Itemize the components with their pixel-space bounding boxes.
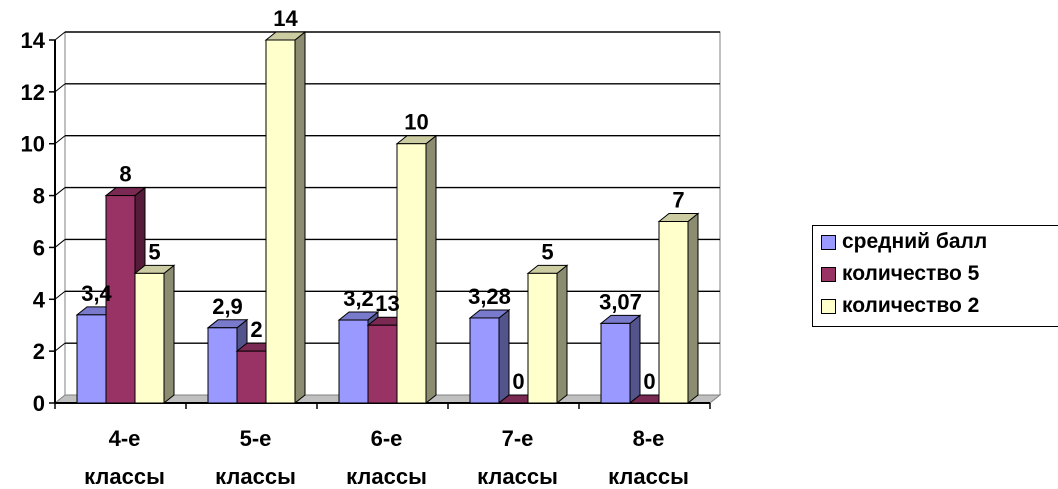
legend-item-count-5: количество 5 bbox=[821, 262, 979, 286]
bar-front bbox=[76, 314, 107, 404]
x-tick-label: классы bbox=[477, 464, 558, 489]
x-tick-label: 7-е bbox=[502, 426, 534, 451]
legend-label: количество 2 bbox=[842, 294, 980, 317]
data-label: 13 bbox=[375, 291, 399, 316]
x-tick-label: классы bbox=[608, 464, 689, 489]
data-label: 5 bbox=[148, 239, 160, 264]
x-tick-label: 5-е bbox=[240, 426, 272, 451]
y-tick-label: 12 bbox=[21, 80, 45, 105]
data-label: 3,2 bbox=[343, 286, 374, 311]
data-label: 3,28 bbox=[468, 284, 511, 309]
gridline-side bbox=[54, 31, 66, 41]
bar-side bbox=[498, 308, 510, 405]
bar-front bbox=[236, 350, 267, 404]
legend-item-count-2: количество 2 bbox=[821, 294, 979, 318]
bars bbox=[75, 30, 700, 405]
bar-side bbox=[556, 264, 568, 405]
bar-front bbox=[338, 319, 369, 404]
data-label: 7 bbox=[672, 188, 684, 213]
gridlines bbox=[54, 31, 720, 352]
bar-front bbox=[469, 317, 500, 404]
bar-front bbox=[600, 322, 631, 404]
bar-side bbox=[629, 314, 641, 405]
data-label: 2 bbox=[250, 317, 262, 342]
data-label: 0 bbox=[643, 369, 655, 394]
data-label: 10 bbox=[404, 110, 428, 135]
legend-swatch bbox=[821, 298, 836, 314]
gridline-side bbox=[54, 239, 66, 248]
data-label: 3,07 bbox=[599, 289, 642, 314]
y-tick-label: 10 bbox=[21, 132, 45, 157]
bar-front bbox=[367, 324, 398, 404]
y-tick-label: 14 bbox=[21, 28, 46, 53]
x-tick-label: классы bbox=[84, 464, 165, 489]
bar bbox=[526, 264, 569, 405]
bar-front bbox=[265, 39, 296, 404]
bar-front bbox=[207, 327, 238, 404]
legend: средний балл количество 5 количество 2 bbox=[812, 225, 1058, 327]
y-tick-label: 0 bbox=[33, 391, 45, 416]
data-label: 2,9 bbox=[212, 294, 243, 319]
x-tick-label: 6-е bbox=[371, 426, 403, 451]
bar bbox=[599, 314, 642, 405]
gridline-side bbox=[54, 83, 66, 93]
gridline-side bbox=[54, 135, 66, 145]
bar-side bbox=[294, 30, 306, 405]
gridline-side bbox=[54, 187, 66, 196]
data-label: 3,4 bbox=[81, 281, 112, 306]
y-tick-label: 8 bbox=[33, 184, 45, 209]
bar bbox=[395, 134, 438, 405]
gridline-side bbox=[54, 342, 66, 352]
bar-front bbox=[658, 221, 689, 404]
legend-item-average: средний балл bbox=[821, 230, 987, 254]
x-tick-label: классы bbox=[346, 464, 427, 489]
bar bbox=[468, 308, 511, 405]
bar-side bbox=[163, 264, 175, 405]
bar-front bbox=[105, 195, 136, 404]
gridline-side bbox=[54, 290, 66, 300]
data-label: 5 bbox=[541, 239, 553, 264]
bar-side bbox=[687, 212, 699, 405]
data-label: 0 bbox=[512, 369, 524, 394]
bar bbox=[133, 264, 176, 405]
data-label: 14 bbox=[273, 6, 298, 31]
bar-side bbox=[425, 134, 437, 405]
legend-swatch bbox=[821, 234, 836, 250]
bar bbox=[264, 30, 307, 405]
x-tick-label: 4-е bbox=[109, 426, 141, 451]
legend-label: средний балл bbox=[842, 230, 988, 253]
x-tick-label: классы bbox=[215, 464, 296, 489]
y-tick-label: 6 bbox=[33, 235, 45, 260]
y-tick-label: 2 bbox=[33, 339, 45, 364]
y-tick-label: 4 bbox=[33, 287, 46, 312]
legend-swatch bbox=[821, 266, 836, 282]
bar bbox=[657, 212, 700, 405]
x-tick-label: 8-е bbox=[633, 426, 665, 451]
bar-front bbox=[527, 272, 558, 404]
tick-labels: 0 2 4 6 8 10 12 14 4-е классы 5-е классы 6-е классы 7-… bbox=[21, 28, 689, 489]
data-labels: 3,4 8 5 2,9 2 14 3,2 13 10 3,28 0 5 3,07 0 7 bbox=[81, 6, 684, 394]
legend-label: количество 5 bbox=[842, 262, 980, 285]
bar-front bbox=[396, 143, 427, 404]
data-label: 8 bbox=[119, 162, 131, 187]
bar-front bbox=[134, 272, 165, 404]
